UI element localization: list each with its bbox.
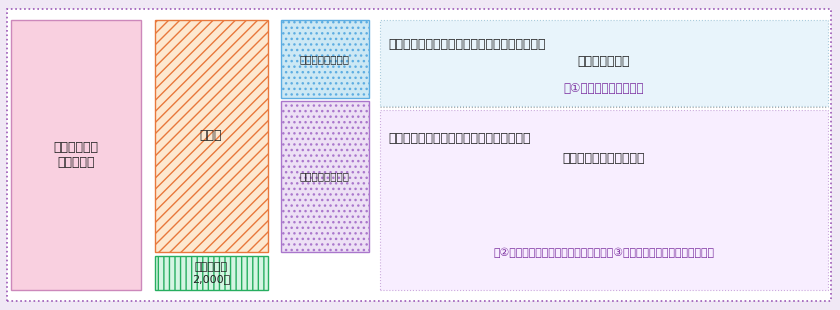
Bar: [380, 20, 827, 106]
Bar: [12, 20, 141, 290]
Text: 自己負担額
2,000円: 自己負担額 2,000円: [192, 263, 230, 284]
Bar: [281, 101, 369, 252]
Text: 所得税からの控除：ふるさと納税を行った年の: 所得税からの控除：ふるさと納税を行った年の: [388, 38, 546, 51]
Text: 控除額: 控除額: [200, 129, 223, 142]
Text: 【②住民税からの控除（基本分）】＋【③住民税からの控除（特例分）】: 【②住民税からの控除（基本分）】＋【③住民税からの控除（特例分）】: [493, 248, 714, 259]
Bar: [155, 256, 268, 290]
Text: 住民税からの控除：ふるさと納税を行った: 住民税からの控除：ふるさと納税を行った: [388, 132, 531, 145]
Text: 所得税からの控除: 所得税からの控除: [300, 54, 350, 64]
Text: 住民税からの控除: 住民税からの控除: [300, 171, 350, 182]
Text: 翌年度の住民税から控除: 翌年度の住民税から控除: [563, 152, 645, 165]
Bar: [281, 20, 369, 98]
Bar: [155, 20, 268, 252]
Text: 【①所得税からの控除】: 【①所得税からの控除】: [564, 82, 644, 95]
Text: 所得税から控除: 所得税から控除: [578, 55, 630, 68]
Bar: [380, 110, 827, 290]
Text: ふるさと納税
（寄附金）: ふるさと納税 （寄附金）: [54, 141, 99, 169]
